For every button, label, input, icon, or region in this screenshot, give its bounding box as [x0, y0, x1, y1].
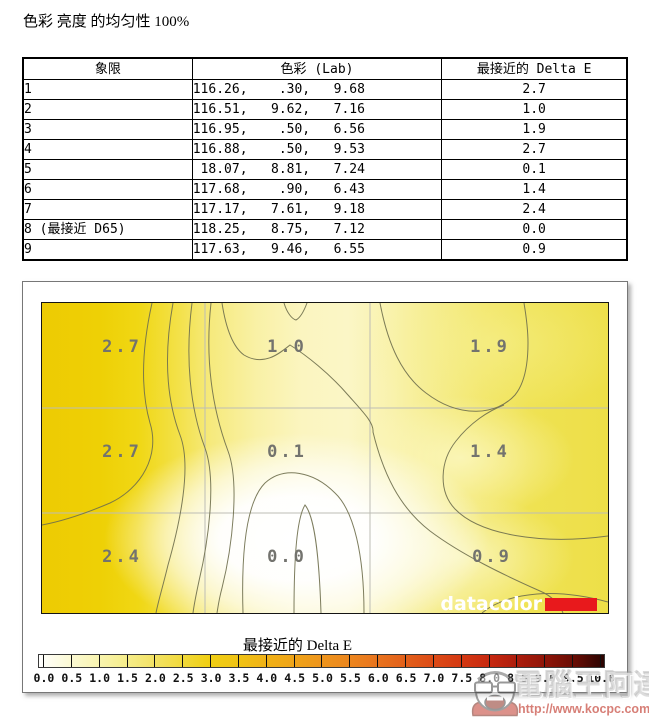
quadrant-value: 2.7 — [102, 442, 142, 462]
colorbar-tick-labels: 0.0 0.5 1.0 1.5 2.0 2.5 3.0 3.5 4.0 4.5 … — [30, 671, 615, 685]
colorbar-title: 最接近的 Delta E — [242, 638, 353, 654]
table-header-row: 象限 色彩 (Lab) 最接近的 Delta E — [22, 57, 628, 80]
quadrant-value-labels: 2.7 1.0 1.9 2.7 0.1 1.4 2.4 0.0 0.9 — [102, 337, 512, 567]
table-row: 6 117.68, .90, 6.43 1.4 — [22, 179, 628, 200]
header-quadrant: 象限 — [22, 57, 193, 80]
delta-e-cell: 0.1 — [441, 159, 628, 180]
tick-label: 4.0 — [256, 671, 278, 685]
page-title: 色彩 亮度 的均匀性 100% — [23, 14, 190, 30]
quadrant-cell: 8 (最接近 D65) — [22, 219, 193, 240]
kocpc-mascot-icon — [471, 671, 519, 717]
quadrant-cell: 5 — [22, 159, 193, 180]
tick-label: 4.5 — [284, 671, 306, 685]
delta-e-colorbar — [38, 654, 605, 668]
delta-e-cell: 0.9 — [441, 239, 628, 261]
table-row: 3 116.95, .50, 6.56 1.9 — [22, 119, 628, 140]
datacolor-logo: datacolor — [440, 593, 597, 613]
tick-label: 5.5 — [339, 671, 361, 685]
tick-label: 10.0 — [587, 671, 615, 685]
delta-e-cell: 0.0 — [441, 219, 628, 240]
lab-cell: 18.07, 8.81, 7.24 — [191, 159, 443, 180]
quadrant-cell: 1 — [22, 79, 193, 100]
table-row: 7 117.17, 7.61, 9.18 2.4 — [22, 199, 628, 220]
tick-label: 9.5 — [562, 671, 584, 685]
table-row: 4 116.88, .50, 9.53 2.7 — [22, 139, 628, 160]
quadrant-value: 2.7 — [102, 337, 142, 357]
tick-label: 7.5 — [451, 671, 473, 685]
delta-e-cell: 2.7 — [441, 79, 628, 100]
delta-e-cell: 1.9 — [441, 119, 628, 140]
table-row: 2 116.51, 9.62, 7.16 1.0 — [22, 99, 628, 120]
quadrant-value: 1.4 — [470, 442, 510, 462]
header-lab: 色彩 (Lab) — [191, 57, 443, 80]
tick-label: 1.5 — [117, 671, 138, 685]
colorbar-ticks — [43, 655, 601, 667]
table-row: 8 (最接近 D65) 118.25, 8.75, 7.12 0.0 — [22, 219, 628, 240]
delta-e-cell: 1.0 — [441, 99, 628, 120]
tick-label: 1.0 — [89, 671, 111, 685]
watermark-site-name: 電腦王阿達 — [514, 670, 649, 702]
quadrant-value: 0.9 — [472, 547, 512, 567]
quadrant-value: 0.1 — [267, 442, 307, 462]
quadrant-cell: 3 — [22, 119, 193, 140]
table-row: 9 117.63, 9.46, 6.55 0.9 — [22, 239, 628, 261]
lab-cell: 117.17, 7.61, 9.18 — [191, 199, 443, 220]
table-row: 5 18.07, 8.81, 7.24 0.1 — [22, 159, 628, 180]
lab-cell: 118.25, 8.75, 7.12 — [191, 219, 443, 240]
delta-e-cell: 1.4 — [441, 179, 628, 200]
tick-label: 3.5 — [228, 671, 250, 685]
quadrant-value: 2.4 — [102, 547, 142, 567]
lab-cell: 117.63, 9.46, 6.55 — [191, 239, 443, 261]
quadrant-gridlines — [42, 303, 608, 613]
datacolor-logo-text: datacolor — [440, 593, 542, 613]
quadrant-cell: 6 — [22, 179, 193, 200]
quadrant-value: 1.0 — [267, 337, 307, 357]
table-row: 1 116.26, .30, 9.68 2.7 — [22, 79, 628, 100]
contour-plot: 2.7 1.0 1.9 2.7 0.1 1.4 2.4 0.0 0.9 data… — [41, 302, 609, 614]
tick-label: 2.5 — [172, 671, 194, 685]
quadrant-value: 0.0 — [267, 547, 307, 567]
quadrant-cell: 7 — [22, 199, 193, 220]
lab-cell: 116.95, .50, 6.56 — [191, 119, 443, 140]
quadrant-cell: 4 — [22, 139, 193, 160]
header-delta-e: 最接近的 Delta E — [441, 57, 628, 80]
tick-label: 0.0 — [33, 671, 55, 685]
tick-label: 5.0 — [312, 671, 333, 685]
quadrant-value: 1.9 — [470, 337, 510, 357]
tick-label: 9.0 — [535, 671, 556, 685]
tick-label: 3.0 — [200, 671, 222, 685]
tick-label: 2.0 — [144, 671, 166, 685]
lab-cell: 116.51, 9.62, 7.16 — [191, 99, 443, 120]
uniformity-table: 象限 色彩 (Lab) 最接近的 Delta E 1 116.26, .30, … — [22, 57, 628, 261]
delta-e-cell: 2.4 — [441, 199, 628, 220]
quadrant-cell: 9 — [22, 239, 193, 261]
contour-lines — [42, 303, 608, 613]
lab-cell: 117.68, .90, 6.43 — [191, 179, 443, 200]
lab-cell: 116.88, .50, 9.53 — [191, 139, 443, 160]
lab-cell: 116.26, .30, 9.68 — [191, 79, 443, 100]
tick-label: 7.0 — [423, 671, 445, 685]
tick-label: 0.5 — [61, 671, 83, 685]
delta-e-cell: 2.7 — [441, 139, 628, 160]
tick-label: 6.0 — [367, 671, 389, 685]
contour-background — [42, 303, 608, 613]
contour-plot-canvas: 2.7 1.0 1.9 2.7 0.1 1.4 2.4 0.0 0.9 data… — [42, 303, 608, 613]
tick-label: 6.5 — [395, 671, 417, 685]
quadrant-cell: 2 — [22, 99, 193, 120]
uniformity-chart-panel: 2.7 1.0 1.9 2.7 0.1 1.4 2.4 0.0 0.9 data… — [22, 281, 628, 693]
watermark-site-url: http://www.kocpc.com.tw — [518, 702, 649, 716]
datacolor-logo-mark — [545, 598, 597, 611]
